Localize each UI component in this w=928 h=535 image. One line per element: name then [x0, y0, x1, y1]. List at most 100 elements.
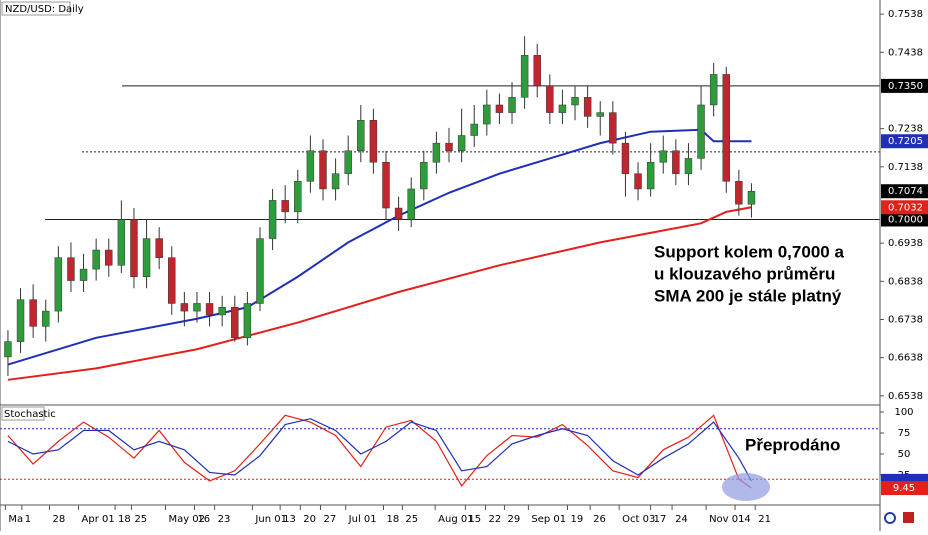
x-tick-label: May 02: [168, 514, 205, 525]
y-tick-label: 75: [898, 428, 911, 439]
candle-body: [92, 249, 100, 270]
y-tick-label: 0.6538: [888, 391, 923, 402]
x-tick-label: 21: [758, 514, 771, 525]
candle-body: [306, 150, 315, 182]
x-tick-label: 25: [134, 514, 147, 525]
candle-body: [79, 268, 88, 281]
candle-body: [558, 104, 567, 113]
candle-body: [520, 55, 529, 98]
candle-body: [142, 238, 151, 277]
x-tick-label: Apr 01: [82, 514, 115, 525]
y-tick-label: 0.7438: [888, 47, 923, 58]
value-marker: [881, 481, 928, 496]
price-marker: [881, 200, 928, 215]
x-tick-label: 20: [303, 514, 316, 525]
candle-body: [596, 112, 604, 117]
price-marker: [881, 134, 928, 149]
candle-body: [483, 104, 491, 125]
candle-body: [243, 303, 252, 339]
candle-body: [407, 188, 415, 220]
x-tick-label: 16: [197, 514, 210, 525]
candle-body: [571, 97, 579, 106]
title-box: [1, 1, 71, 16]
candle-body: [357, 119, 365, 152]
x-tick-label: Jun 01: [254, 514, 287, 525]
x-tick-label: Nov 01: [709, 514, 744, 525]
moving-average-line: [7, 206, 752, 381]
y-tick-label: 0.6638: [888, 353, 923, 364]
value-marker-label: 9.45: [893, 483, 915, 494]
candle-body: [16, 299, 25, 342]
price-marker-label: 0.7350: [888, 81, 923, 92]
candle-body: [168, 257, 176, 304]
x-tick-label: Jul 01: [348, 514, 377, 525]
candle-body: [231, 307, 239, 339]
candle-body: [117, 219, 126, 266]
candle-body: [319, 150, 327, 190]
x-tick-label: 28: [53, 514, 66, 525]
x-tick-label: 14: [738, 514, 751, 525]
x-tick-label: 18: [386, 514, 399, 525]
icon: [903, 512, 914, 523]
x-tick-label: 29: [507, 514, 520, 525]
candle-body: [735, 181, 743, 205]
candle-body: [218, 307, 226, 316]
candle-body: [495, 104, 504, 113]
moving-average-line: [7, 128, 752, 366]
x-tick-label: 18: [118, 514, 131, 525]
annotation: SMA 200 je stále platný: [654, 286, 842, 305]
candle-body: [205, 303, 214, 316]
x-tick-label: 27: [323, 514, 336, 525]
candle-body: [281, 200, 289, 213]
candle-body: [29, 299, 37, 327]
candle-body: [369, 119, 378, 163]
candle-body: [709, 74, 718, 106]
candle-body: [105, 249, 113, 266]
y-tick-label: 0.6938: [888, 238, 923, 249]
candle-body: [382, 161, 390, 209]
annotation: Přeprodáno: [745, 435, 840, 454]
candle-body: [420, 161, 428, 190]
candle-body: [331, 173, 340, 190]
candle-body: [4, 341, 12, 358]
candle-body: [268, 200, 277, 239]
price-marker-label: 0.7000: [888, 214, 923, 225]
indicator-title: Stochastic: [4, 409, 56, 420]
footer-icons: [884, 512, 914, 524]
stochastic-line: [7, 414, 752, 489]
candle-body: [67, 257, 75, 281]
annotation: Support kolem 0,7000 a: [654, 242, 844, 261]
candle-body: [445, 142, 453, 152]
x-tick-label: 22: [489, 514, 502, 525]
x-tick-label: 15: [468, 514, 481, 525]
candle-body: [155, 238, 163, 258]
candle-body: [508, 97, 516, 113]
y-tick-label: 0.7238: [888, 124, 923, 135]
x-tick-label: 1: [25, 514, 31, 525]
x-tick-label: 24: [675, 514, 688, 525]
x-tick-label: 25: [405, 514, 418, 525]
candle-body: [634, 173, 642, 190]
candle-body: [180, 303, 189, 312]
x-tick-label: Oct 03: [622, 514, 655, 525]
y-tick-label: 0.7538: [888, 9, 923, 20]
candle-body: [193, 303, 201, 312]
x-tick-label: 23: [218, 514, 231, 525]
x-tick-label: 19: [570, 514, 583, 525]
price-marker-label: 0.7032: [888, 202, 923, 213]
oversold-highlight: [722, 473, 770, 501]
plot-layer: [0, 36, 880, 489]
x-tick-label: 13: [283, 514, 296, 525]
chart-title: NZD/USD: Daily: [5, 4, 84, 15]
x-tick-label: Ma: [8, 514, 23, 525]
y-tick-label: 0.6838: [888, 276, 923, 287]
candle-body: [747, 190, 756, 205]
candle-body: [684, 158, 693, 174]
candle-body: [609, 112, 617, 144]
candle-body: [42, 310, 50, 327]
candle-body: [294, 181, 302, 213]
candle-body: [546, 85, 554, 113]
candle-body: [672, 150, 680, 174]
price-marker: [881, 78, 928, 93]
